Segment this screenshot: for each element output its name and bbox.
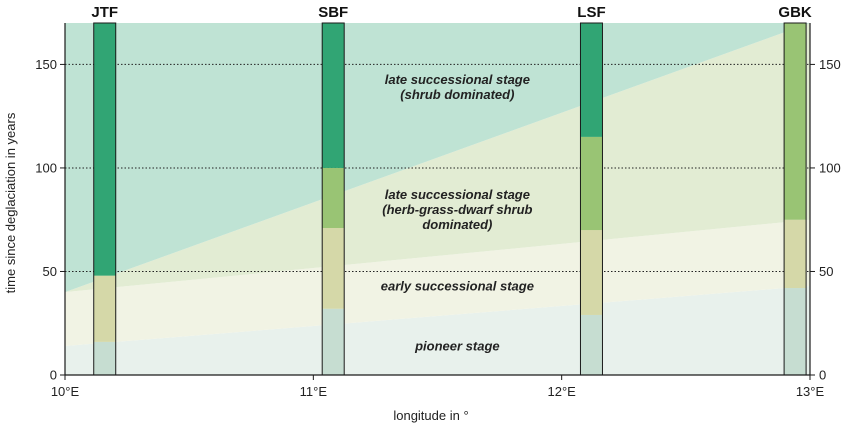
bar-segment-lsf-early	[580, 230, 603, 315]
bar-segment-gbk-early	[784, 219, 807, 289]
site-labels: JTF SBF LSF GBK	[91, 4, 812, 21]
stage-labels: late successional stage(shrub dominated)…	[381, 72, 534, 353]
stage-region-shrub	[65, 23, 810, 293]
site-label-sbf: SBF	[318, 4, 348, 21]
x-tick-label-0: 10°E	[51, 384, 80, 399]
bar-segment-sbf-early	[322, 227, 345, 309]
y-tick-label-left-0: 0	[50, 368, 57, 383]
bar-segment-sbf-pioneer	[322, 308, 345, 375]
site-bars	[93, 22, 807, 376]
bar-segment-sbf-herb	[322, 167, 345, 228]
y-tick-label-left-2: 100	[35, 160, 57, 175]
bar-segment-lsf-pioneer	[580, 314, 603, 375]
stage-label-0-line-1: (shrub dominated)	[400, 87, 514, 102]
gridlines	[65, 63, 810, 272]
y-tick-label-right-1: 50	[819, 264, 833, 279]
stage-regions	[65, 23, 810, 375]
y-tick-label-right-0: 0	[819, 368, 826, 383]
stage-label-1-line-2: dominated)	[422, 217, 492, 232]
y-tick-label-left-3: 150	[35, 57, 57, 72]
stage-label-1-line-0: late successional stage	[385, 187, 530, 202]
stage-region-pioneer	[65, 285, 810, 375]
bar-segment-gbk-pioneer	[784, 288, 807, 375]
stage-label-0-line-0: late successional stage	[385, 72, 530, 87]
x-tick-label-2: 12°E	[547, 384, 576, 399]
stage-label-3-line-0: pioneer stage	[414, 339, 500, 354]
site-label-gbk: GBK	[778, 4, 812, 21]
bar-segment-jtf-pioneer	[93, 341, 116, 375]
y-tick-label-right-3: 150	[819, 57, 841, 72]
bar-segment-gbk-herb	[784, 23, 807, 220]
site-label-lsf: LSF	[577, 4, 605, 21]
bar-segment-sbf-shrub	[322, 23, 345, 168]
x-tick-label-3: 13°E	[796, 384, 825, 399]
bar-segment-lsf-herb	[580, 136, 603, 231]
bar-segment-jtf-shrub	[93, 23, 116, 276]
site-label-jtf: JTF	[91, 4, 118, 21]
stage-label-2-line-0: early successional stage	[381, 278, 534, 293]
x-axis-label: longitude in °	[393, 408, 468, 423]
x-tick-label-1: 11°E	[300, 384, 328, 399]
stage-region-early	[65, 219, 810, 347]
y-tick-label-right-2: 100	[819, 160, 841, 175]
y-axis-label: time since deglaciation in years	[3, 112, 18, 293]
bar-segment-jtf-early	[93, 275, 116, 342]
bar-segment-lsf-shrub	[580, 23, 603, 137]
stage-label-1-line-1: (herb-grass-dwarf shrub	[382, 202, 532, 217]
y-tick-label-left-1: 50	[43, 264, 57, 279]
